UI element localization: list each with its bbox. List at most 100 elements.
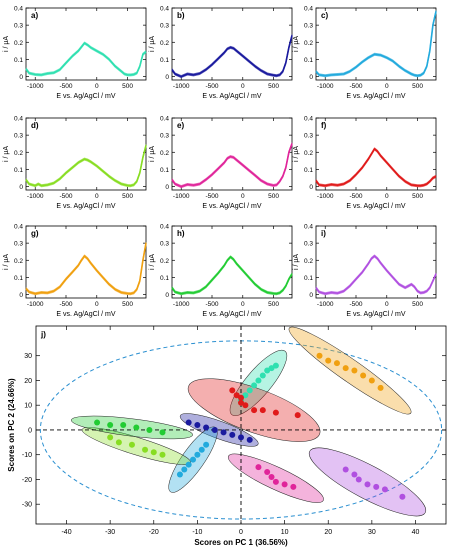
- x-tick-label: -20: [149, 529, 159, 536]
- x-axis-label: E vs. Ag/AgCl / mV: [202, 93, 261, 100]
- score-point: [355, 476, 362, 483]
- y-tick-label: 0.2: [14, 40, 23, 47]
- y-tick-label: 0: [165, 292, 169, 299]
- x-tick-label: -10: [192, 529, 202, 536]
- series-line: [25, 244, 147, 296]
- score-point: [238, 394, 244, 401]
- panel-i: 0 0.1 0.2 0.3 0.4 -1000 -500 0 500 i) i / μA E vs. …: [293, 224, 437, 318]
- score-point: [255, 377, 262, 384]
- panel-d: 0 0.1 0.2 0.3 0.4 -1000 -500 0 500 d) i / μA E vs. …: [3, 116, 147, 210]
- score-point: [381, 486, 388, 493]
- score-point: [238, 399, 244, 406]
- y-tick-label: -30: [22, 502, 32, 509]
- voltammogram-grid: 0 0.1 0.2 0.3 0.4 -1000 -500 0 500 a) i / μA E vs. …: [3, 6, 437, 318]
- y-tick-label: 0: [19, 184, 23, 191]
- series-line: [171, 36, 293, 79]
- x-tick-label: 0: [95, 83, 99, 90]
- y-axis-label: i / μA: [3, 146, 10, 162]
- y-tick-label: 0.1: [14, 57, 23, 64]
- score-point: [107, 422, 114, 428]
- y-tick-label: 0.4: [304, 224, 313, 231]
- score-point: [194, 422, 201, 428]
- x-tick-label: -1000: [173, 83, 190, 90]
- score-point: [316, 352, 323, 359]
- y-axis-label: i / μA: [3, 254, 10, 270]
- score-point: [342, 466, 349, 473]
- y-tick-label: 20: [24, 378, 32, 385]
- score-point: [246, 387, 253, 394]
- x-tick-label: 500: [268, 83, 279, 90]
- y-tick-label: 0.1: [304, 167, 313, 174]
- score-point: [120, 422, 127, 428]
- y-tick-label: 0.3: [160, 23, 169, 30]
- y-tick-label: 0.4: [14, 224, 23, 231]
- plot-frame: [171, 117, 293, 191]
- score-point: [190, 456, 197, 463]
- score-point: [94, 419, 101, 426]
- panel-tag: f): [321, 121, 327, 130]
- score-point: [373, 483, 380, 490]
- y-axis-label: i / μA: [149, 254, 156, 270]
- x-tick-label: -500: [349, 301, 362, 308]
- x-axis-label: E vs. Ag/AgCl / mV: [56, 311, 115, 318]
- x-tick-label: 0: [95, 301, 99, 308]
- panel-tag: b): [177, 11, 185, 20]
- score-point: [181, 466, 188, 473]
- plot-frame: [171, 7, 293, 81]
- score-point: [351, 471, 358, 478]
- x-tick-label: -500: [59, 301, 72, 308]
- series-line: [25, 43, 147, 77]
- score-point: [229, 387, 236, 394]
- panel-tag: d): [31, 121, 39, 130]
- group-ellipse: [288, 326, 412, 415]
- series-line: [25, 242, 147, 295]
- score-point: [259, 407, 266, 414]
- score-point: [272, 409, 279, 416]
- y-tick-label: 0.1: [160, 57, 169, 64]
- series-line: [171, 256, 293, 295]
- score-point: [294, 412, 301, 419]
- x-tick-label: 0: [385, 193, 389, 200]
- x-tick-label: -500: [205, 83, 218, 90]
- score-point: [272, 478, 279, 485]
- score-point: [272, 362, 279, 369]
- series-line: [25, 144, 147, 186]
- score-point: [368, 377, 375, 384]
- x-tick-label: 500: [268, 301, 279, 308]
- x-tick-label: 500: [122, 193, 133, 200]
- series-line: [315, 149, 437, 188]
- y-tick-label: 0.4: [304, 116, 313, 123]
- score-point: [242, 392, 249, 399]
- y-tick-label: 0.4: [304, 6, 313, 13]
- y-tick-label: 0.4: [160, 224, 169, 231]
- x-tick-label: -500: [205, 193, 218, 200]
- x-tick-label: 0: [241, 301, 245, 308]
- x-axis-label: E vs. Ag/AgCl / mV: [56, 203, 115, 210]
- score-point: [194, 451, 201, 458]
- score-point: [185, 461, 192, 468]
- panel-h: 0 0.1 0.2 0.3 0.4 -1000 -500 0 500 h) i / μA E vs. …: [149, 224, 293, 318]
- y-tick-label: 0.2: [160, 40, 169, 47]
- y-tick-label: 0: [19, 292, 23, 299]
- score-point: [268, 473, 275, 480]
- score-point: [264, 469, 271, 476]
- group-ellipse: [227, 453, 324, 503]
- x-tick-label: 40: [412, 529, 420, 536]
- score-point: [159, 451, 166, 458]
- panel-tag: j): [40, 330, 46, 339]
- x-axis-label: Scores on PC 1 (36.56%): [194, 538, 288, 547]
- score-point: [333, 360, 340, 367]
- x-tick-label: -1000: [317, 83, 334, 90]
- y-axis-label: Scores on PC 2 (24.66%): [7, 378, 16, 472]
- y-tick-label: 0.1: [304, 57, 313, 64]
- panel-b: 0 0.1 0.2 0.3 0.4 -1000 -500 0 500 b) i / μA E vs. …: [149, 6, 293, 100]
- panel-a: 0 0.1 0.2 0.3 0.4 -1000 -500 0 500 a) i / μA E vs. …: [3, 6, 147, 100]
- x-axis-label: E vs. Ag/AgCl / mV: [202, 311, 261, 318]
- x-axis-label: E vs. Ag/AgCl / mV: [346, 93, 405, 100]
- y-tick-label: 0.1: [14, 167, 23, 174]
- series-line: [171, 143, 293, 188]
- pca-score-plot: -40 -30 -20 -10 0 10 20 30 40 -30 -20 -10 0 10 20 30 j) S…: [7, 325, 447, 547]
- score-point: [281, 481, 288, 488]
- y-tick-label: 0: [165, 184, 169, 191]
- x-tick-label: 500: [412, 301, 423, 308]
